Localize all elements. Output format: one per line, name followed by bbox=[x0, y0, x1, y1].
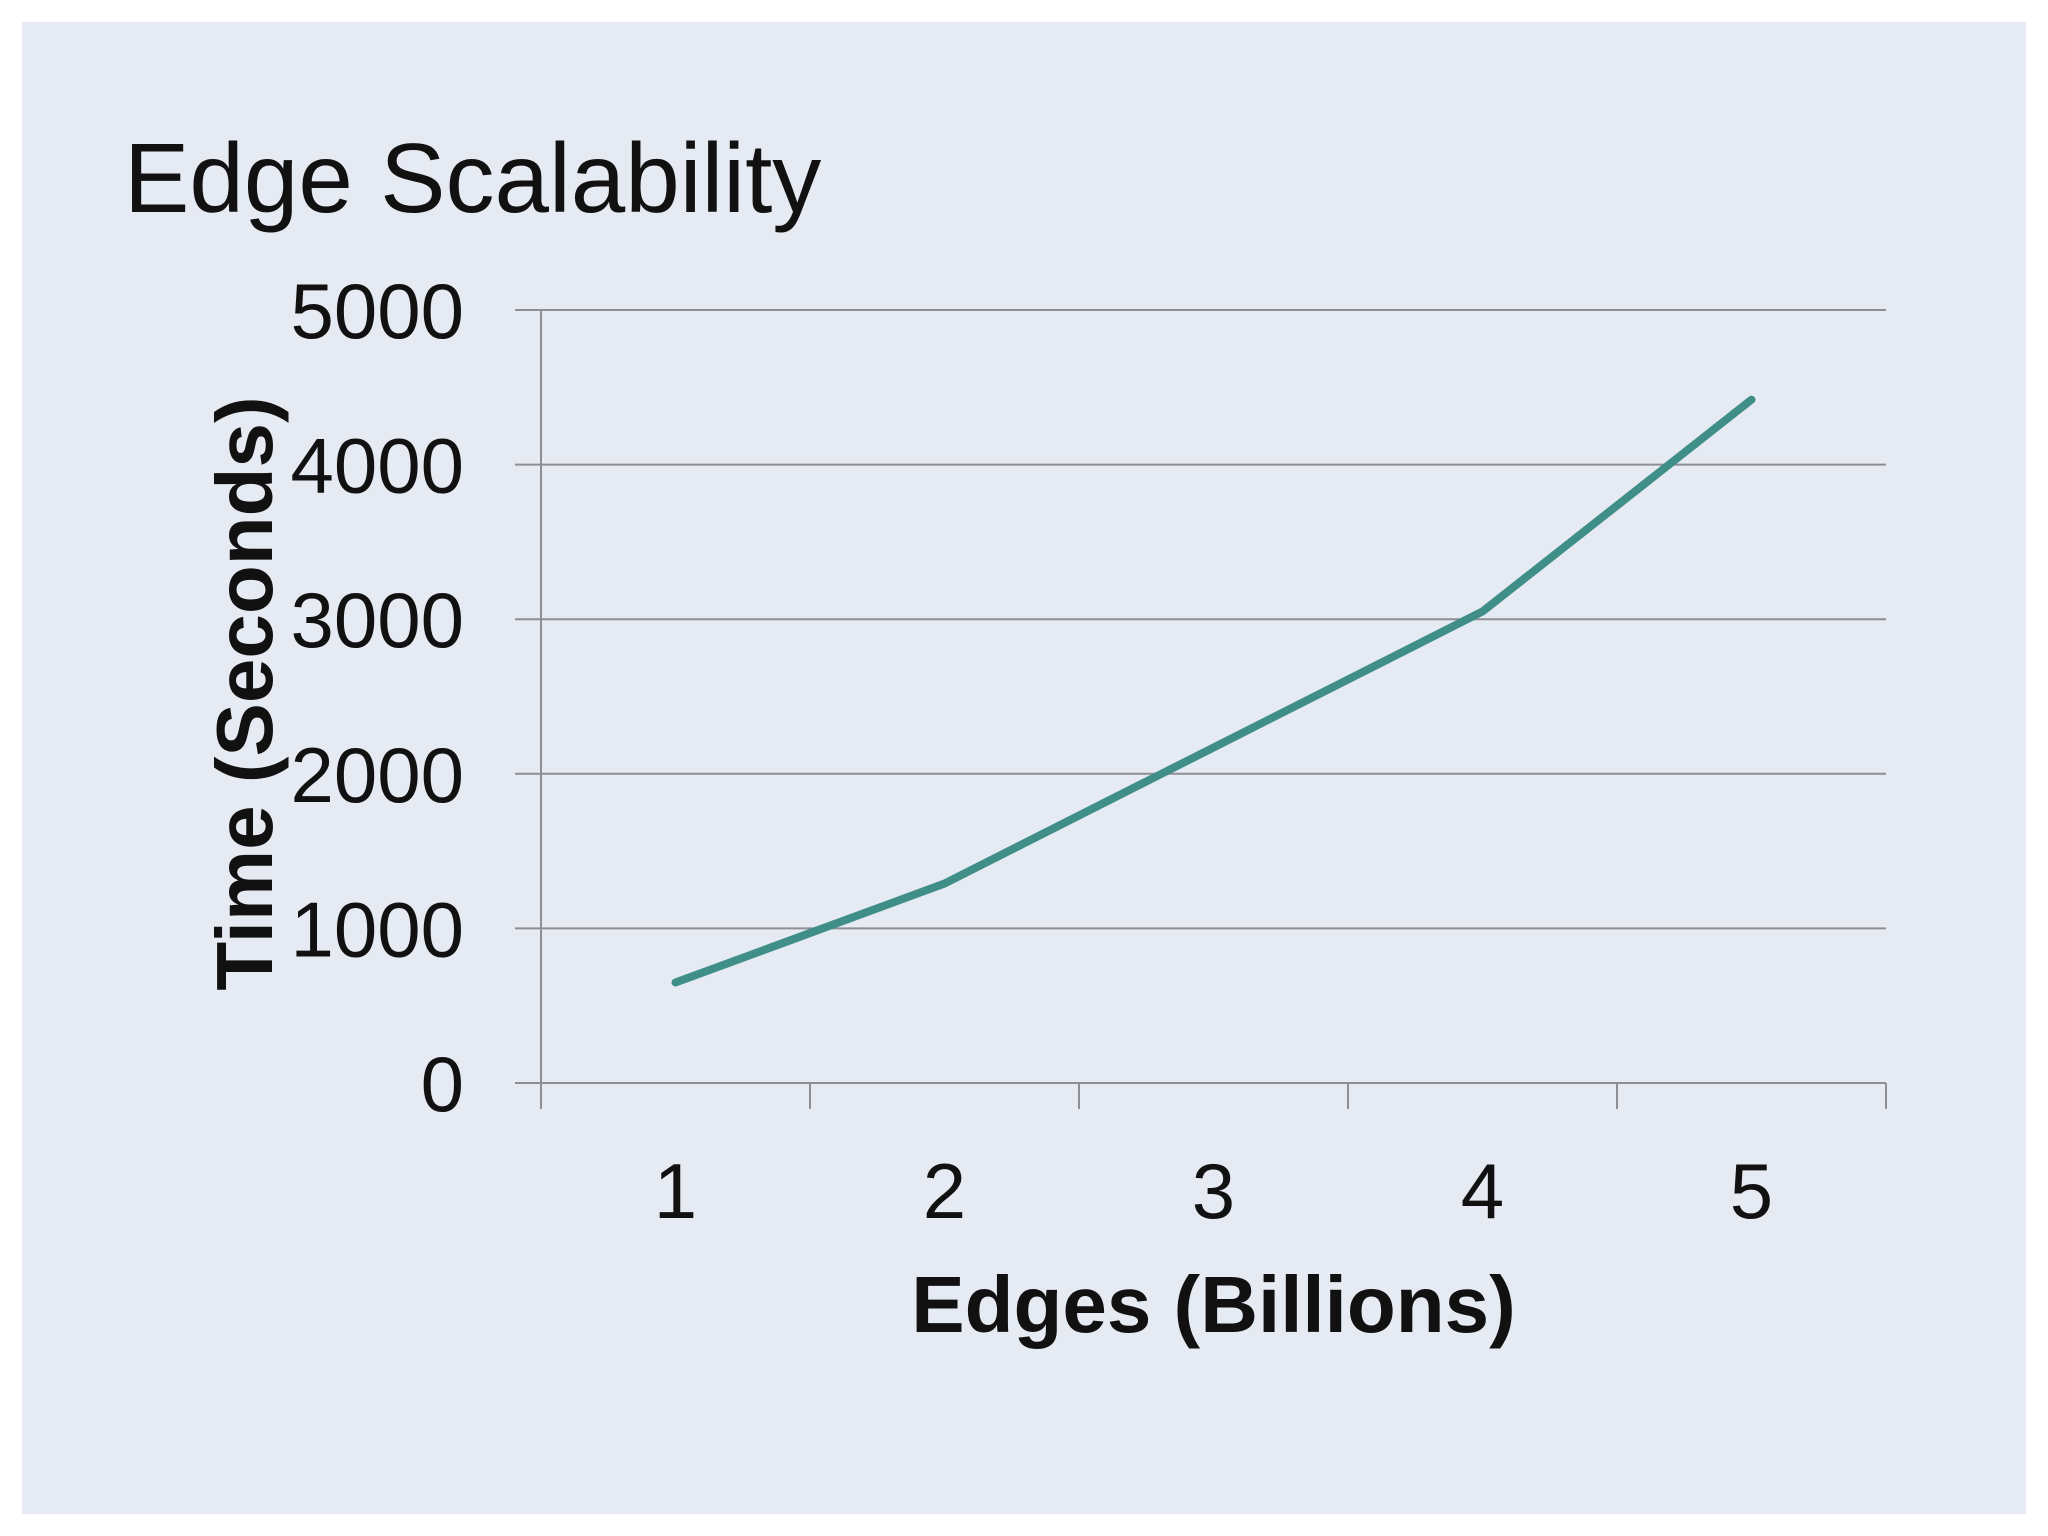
x-tick-label: 2 bbox=[923, 1147, 966, 1235]
x-tick-label: 4 bbox=[1461, 1147, 1504, 1235]
axes bbox=[515, 310, 1887, 1109]
y-axis-label: Time (Seconds) bbox=[200, 396, 289, 990]
slide-background bbox=[22, 22, 2026, 1514]
series-line bbox=[671, 395, 1756, 987]
y-tick-label: 4000 bbox=[290, 422, 464, 510]
data-point bbox=[672, 979, 679, 986]
chart-title: Edge Scalability bbox=[124, 123, 821, 233]
x-tick-label: 1 bbox=[654, 1147, 697, 1235]
data-point bbox=[1210, 744, 1217, 751]
x-tick-label: 5 bbox=[1730, 1147, 1773, 1235]
x-axis-label: Edges (Billions) bbox=[911, 1260, 1516, 1349]
data-point bbox=[1479, 608, 1486, 615]
x-tick-labels: 1 2 3 4 5 bbox=[654, 1147, 1773, 1235]
data-point bbox=[1748, 396, 1755, 403]
y-tick-label: 2000 bbox=[290, 731, 464, 819]
y-tick-label: 1000 bbox=[290, 885, 464, 973]
gridlines bbox=[515, 309, 1886, 930]
data-point bbox=[941, 880, 948, 887]
x-tick-label: 3 bbox=[1192, 1147, 1235, 1235]
series bbox=[671, 395, 1756, 987]
y-tick-label: 3000 bbox=[290, 576, 464, 664]
y-tick-label: 5000 bbox=[290, 267, 464, 355]
y-tick-labels: 0 1000 2000 3000 4000 5000 bbox=[290, 267, 464, 1128]
y-tick-label: 0 bbox=[421, 1040, 464, 1128]
